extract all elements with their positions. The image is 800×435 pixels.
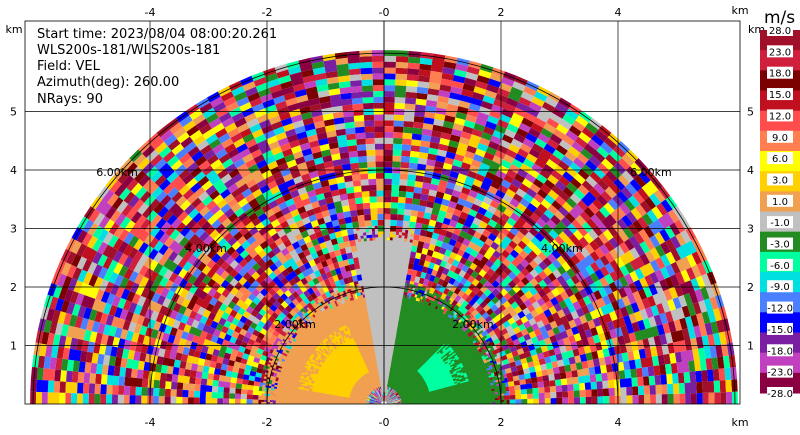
echo-region	[387, 283, 507, 404]
colorbar-label-bg	[767, 88, 793, 101]
x-tick-label-bottom: -0	[379, 416, 390, 429]
site-label: WLS200s-181/WLS200s-181	[37, 43, 221, 58]
x-tick-label-top: 2	[498, 6, 505, 19]
colorbar-label-bg	[767, 365, 793, 378]
echo-gates	[261, 225, 507, 404]
colorbar-label: -6.0	[770, 261, 790, 272]
colorbar-label-bg	[767, 258, 793, 271]
colorbar-label: 23.0	[769, 47, 791, 58]
x-tick-label-bottom: -2	[262, 416, 273, 429]
grid-lines	[24, 20, 741, 405]
colorbar-label-bg	[767, 216, 793, 229]
colorbar-label: 6.0	[772, 154, 788, 165]
noise-gate-group	[35, 52, 721, 404]
colorbar-label-bg	[767, 344, 793, 357]
start-time-label: Start time: 2023/08/04 08:00:20.261	[37, 27, 278, 42]
noise-gates	[30, 50, 738, 405]
noise-gate-group	[30, 50, 731, 405]
x-tick-label-top: 4	[615, 6, 622, 19]
noise-gate-group	[32, 60, 738, 404]
echo-region	[297, 325, 370, 398]
colorbar-label-bg	[767, 66, 793, 79]
colorbar-label: -15.0	[767, 325, 793, 336]
plot-frame	[24, 20, 741, 405]
nrays-label: NRays: 90	[37, 92, 103, 107]
range-ring-label: 6.00km	[96, 166, 138, 179]
y-tick-label-left: 1	[10, 340, 17, 353]
colorbar-label: -28.0	[767, 389, 793, 400]
colorbar-label-bg	[767, 322, 793, 335]
y-tick-label-right: 4	[747, 164, 754, 177]
colorbar-label-bg	[767, 152, 793, 165]
colorbar-title: m/s	[764, 8, 796, 28]
colorbar-label-bg	[767, 194, 793, 207]
y-tick-label-right: 1	[747, 340, 754, 353]
range-ring-label: 2.00km	[274, 318, 316, 331]
x-tick-label-bottom: -4	[145, 416, 156, 429]
colorbar-label: -3.0	[770, 240, 790, 251]
colorbar-label: 18.0	[769, 69, 791, 80]
colorbar-label: -12.0	[767, 304, 793, 315]
colorbar-label: 1.0	[772, 197, 788, 208]
colorbar-label: -23.0	[767, 368, 793, 379]
range-ring-label: 4.00km	[185, 242, 227, 255]
colorbar-label: 12.0	[769, 111, 791, 122]
range-ring-label: 6.00km	[630, 166, 672, 179]
field-label: Field: VEL	[37, 59, 100, 74]
y-tick-label-left: 5	[10, 106, 17, 119]
colorbar-label: 28.0	[769, 26, 791, 37]
azimuth-label: Azimuth(deg): 260.00	[37, 75, 180, 90]
colorbar-label: 9.0	[772, 133, 788, 144]
x-axis-unit-bottom: km	[731, 416, 748, 429]
x-axis-unit-top: km	[731, 4, 748, 17]
colorbar-label: -18.0	[767, 346, 793, 357]
y-tick-label-left: 2	[10, 281, 17, 294]
colorbar-label-bg	[767, 24, 793, 36]
colorbar-label-bg	[767, 237, 793, 250]
x-tick-label-top: -0	[379, 6, 390, 19]
x-tick-label-top: -2	[262, 6, 273, 19]
y-axis-unit-left: km	[5, 23, 22, 36]
colorbar-label-bg	[767, 173, 793, 186]
x-tick-label-bottom: 2	[498, 416, 505, 429]
noise-gate-group	[59, 69, 706, 405]
colorbar-label-bg	[767, 130, 793, 143]
colorbar-label-bg	[767, 387, 793, 399]
colorbar-label-bg	[767, 301, 793, 314]
y-tick-label-right: 2	[747, 281, 754, 294]
colorbar-label-bg	[767, 109, 793, 122]
colorbar: 28.0 23.0 18.0 15.0 12.0 9.0 6.0 3.0 1.0 -1.0 -3.0…	[760, 24, 800, 400]
colorbar-label: 3.0	[772, 175, 788, 186]
noise-gate-group	[42, 61, 733, 405]
colorbar-label: -1.0	[770, 218, 790, 229]
y-tick-label-right: 5	[747, 106, 754, 119]
colorbar-label: 15.0	[769, 90, 791, 101]
x-tick-label-bottom: 4	[615, 416, 622, 429]
y-tick-label-right: 3	[747, 223, 754, 236]
y-tick-label-left: 3	[10, 223, 17, 236]
colorbar-label-bg	[767, 280, 793, 293]
colorbar-label-bg	[767, 45, 793, 58]
x-tick-label-top: -4	[145, 6, 156, 19]
range-ring-label: 2.00km	[452, 318, 494, 331]
range-ring-label: 4.00km	[541, 242, 583, 255]
colorbar-label: -9.0	[770, 282, 790, 293]
y-tick-label-left: 4	[10, 164, 17, 177]
echo-region	[417, 344, 469, 392]
